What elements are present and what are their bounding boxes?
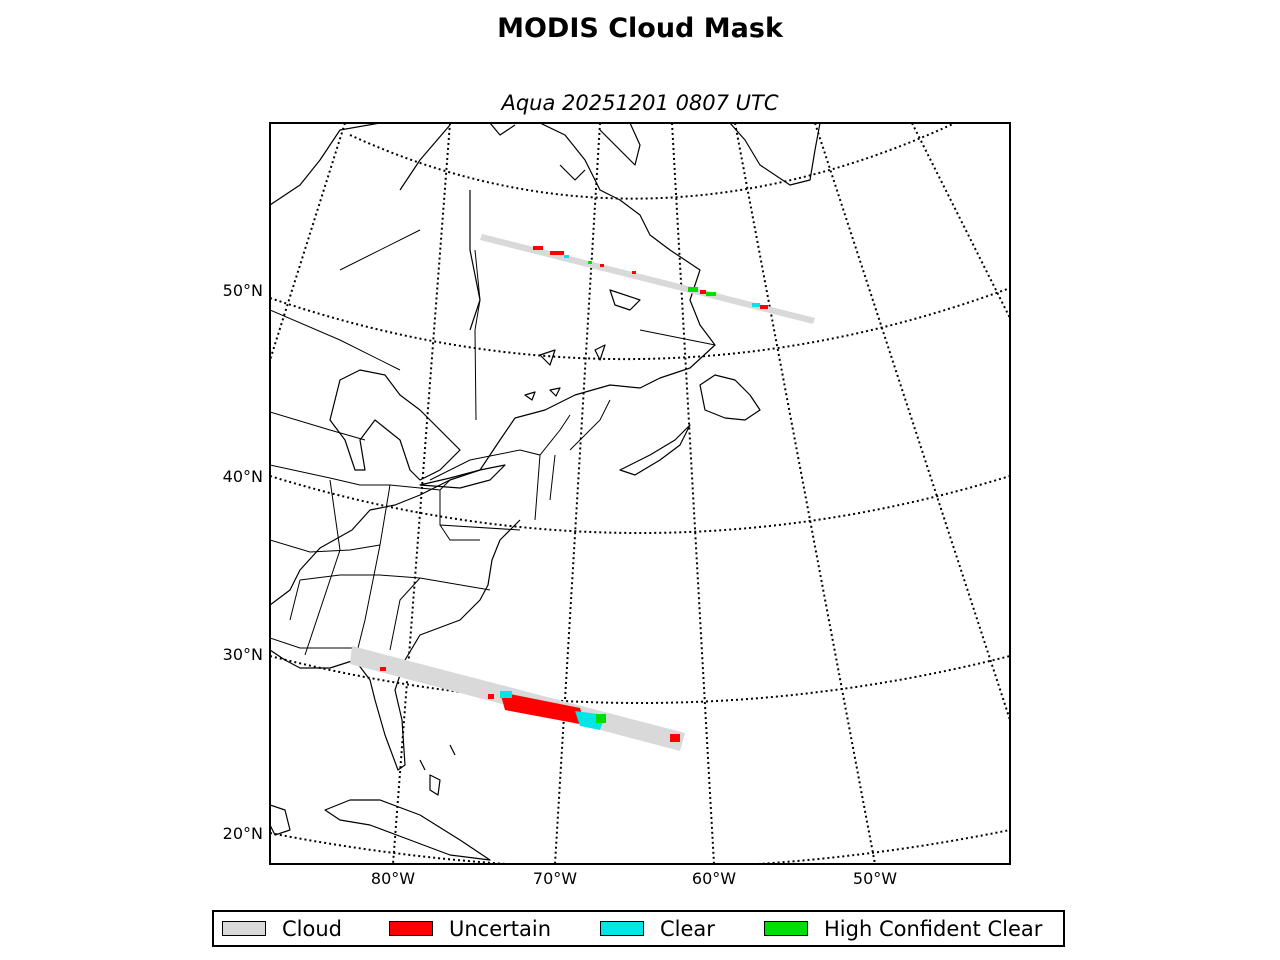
lon-label-60w: 60°W bbox=[692, 869, 736, 888]
cuba bbox=[324, 799, 491, 861]
parallel-60n bbox=[349, 123, 956, 200]
hudson-bay-coast bbox=[270, 123, 481, 331]
parallel-50n bbox=[270, 287, 1010, 361]
legend-label-cloud: Cloud bbox=[282, 916, 342, 941]
meridian-60w bbox=[671, 123, 715, 864]
legend-item-uncertain: Uncertain bbox=[389, 912, 551, 945]
southern-swath-uncertain bbox=[380, 667, 680, 742]
legend-item-clear: Clear bbox=[600, 912, 715, 945]
political-boundaries bbox=[270, 229, 716, 661]
northern-swath-high-confident-clear bbox=[588, 261, 716, 296]
province-lines bbox=[270, 229, 716, 451]
meridian-30w bbox=[911, 123, 1010, 319]
northern-swath bbox=[480, 234, 815, 324]
us-east-coast bbox=[270, 519, 521, 771]
northern-swath-clear bbox=[564, 255, 760, 307]
great-lakes bbox=[329, 369, 506, 489]
graticule-parallels bbox=[270, 123, 1010, 864]
figure-title: MODIS Cloud Mask bbox=[497, 13, 783, 44]
nova-scotia bbox=[619, 424, 691, 476]
meridian-80w bbox=[392, 123, 451, 864]
legend-item-cloud: Cloud bbox=[222, 912, 342, 945]
state-lines-3 bbox=[270, 524, 480, 649]
parallel-40n bbox=[270, 475, 1010, 534]
lon-label-80w: 80°W bbox=[371, 869, 415, 888]
lat-label-50n: 50°N bbox=[223, 281, 263, 300]
newfoundland bbox=[699, 374, 761, 421]
meridian-70w bbox=[554, 123, 601, 864]
legend-swatch-cloud bbox=[222, 921, 266, 936]
map-frame bbox=[269, 122, 1011, 865]
legend-label-uncertain: Uncertain bbox=[449, 916, 552, 941]
meridian-40w bbox=[814, 123, 1010, 721]
north-america-coast bbox=[270, 123, 716, 606]
legend-label-high-confident-clear: High Confident Clear bbox=[824, 916, 1043, 941]
meridian-50w bbox=[734, 123, 876, 864]
lat-label-40n: 40°N bbox=[223, 467, 263, 486]
parallel-20n bbox=[270, 829, 1010, 864]
legend-swatch-high-confident-clear bbox=[764, 921, 808, 936]
map-figure: 50°N 40°N 30°N 20°N 80°W 70°W 60°W 50°W bbox=[223, 122, 1011, 888]
arctic-islands bbox=[489, 123, 641, 181]
lon-label-70w: 70°W bbox=[533, 869, 577, 888]
northern-swath-uncertain bbox=[533, 246, 768, 309]
coastlines bbox=[270, 123, 821, 861]
bahamas bbox=[419, 744, 456, 796]
lake-islands bbox=[524, 289, 641, 401]
state-lines-1 bbox=[270, 464, 491, 591]
greenland bbox=[729, 123, 821, 186]
legend: Cloud Uncertain Clear High Confident Cle… bbox=[212, 910, 1065, 947]
lat-label-30n: 30°N bbox=[223, 645, 263, 664]
canada-us-border bbox=[270, 411, 571, 481]
northern-swath-cloud bbox=[480, 234, 815, 324]
legend-item-high-confident-clear: High Confident Clear bbox=[764, 912, 1042, 945]
southern-swath-high-confident-clear bbox=[596, 714, 606, 723]
caribbean-islands bbox=[270, 804, 291, 836]
lon-label-50w: 50°W bbox=[853, 869, 897, 888]
figure-subtitle: Aqua 20251201 0807 UTC bbox=[501, 91, 779, 115]
meridian-90w bbox=[270, 123, 346, 361]
legend-swatch-clear bbox=[600, 921, 644, 936]
graticule-meridians bbox=[270, 123, 1010, 864]
legend-swatch-uncertain bbox=[389, 921, 433, 936]
lat-label-20n: 20°N bbox=[223, 824, 263, 843]
southern-swath bbox=[350, 646, 685, 751]
legend-label-clear: Clear bbox=[660, 916, 715, 941]
